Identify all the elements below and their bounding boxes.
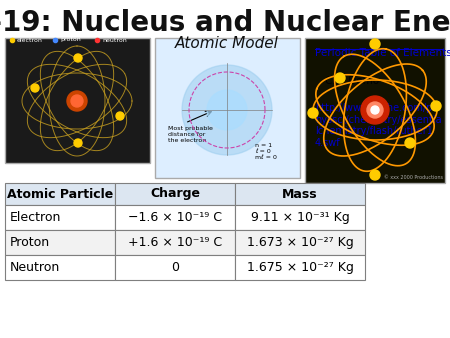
FancyBboxPatch shape [115, 183, 235, 205]
FancyBboxPatch shape [235, 230, 365, 255]
Text: Charge: Charge [150, 188, 200, 200]
FancyBboxPatch shape [115, 255, 235, 280]
Circle shape [67, 91, 87, 111]
Text: Neutron: Neutron [10, 261, 60, 274]
Text: 1.675 × 10⁻²⁷ Kg: 1.675 × 10⁻²⁷ Kg [247, 261, 353, 274]
Circle shape [371, 106, 379, 114]
Circle shape [367, 102, 383, 118]
Text: Most probable
distance for
the electron: Most probable distance for the electron [168, 126, 213, 143]
Circle shape [361, 96, 389, 124]
FancyBboxPatch shape [5, 255, 115, 280]
FancyBboxPatch shape [155, 38, 300, 178]
Text: 1.673 × 10⁻²⁷ Kg: 1.673 × 10⁻²⁷ Kg [247, 236, 353, 249]
Text: electron: electron [17, 38, 43, 43]
FancyBboxPatch shape [115, 205, 235, 230]
FancyBboxPatch shape [5, 183, 115, 205]
Circle shape [31, 84, 39, 92]
Text: neutron: neutron [102, 38, 127, 43]
Text: Periodic Table of Elements: Periodic Table of Elements [315, 48, 450, 58]
Circle shape [308, 108, 318, 118]
Circle shape [405, 138, 415, 148]
Text: Proton: Proton [10, 236, 50, 249]
Text: Mass: Mass [282, 188, 318, 200]
Circle shape [74, 139, 82, 147]
Text: Atomic Model: Atomic Model [175, 35, 279, 50]
Text: Electron: Electron [10, 211, 61, 224]
Text: 0: 0 [171, 261, 179, 274]
FancyBboxPatch shape [235, 255, 365, 280]
Circle shape [71, 95, 83, 107]
Text: CRT Demo: CRT Demo [325, 76, 379, 86]
Text: http://www.mhhe.com/p
hyssci/chemistry/essentia
lchemistry/flash/ruther1
4.swf: http://www.mhhe.com/p hyssci/chemistry/e… [315, 103, 441, 148]
Text: proton: proton [60, 38, 81, 43]
Text: +1.6 × 10⁻¹⁹ C: +1.6 × 10⁻¹⁹ C [128, 236, 222, 249]
Circle shape [74, 54, 82, 62]
Text: © xxx 2000 Productions: © xxx 2000 Productions [384, 175, 443, 180]
Circle shape [431, 101, 441, 111]
Circle shape [182, 65, 272, 155]
FancyBboxPatch shape [5, 38, 150, 163]
Text: −1.6 × 10⁻¹⁹ C: −1.6 × 10⁻¹⁹ C [128, 211, 222, 224]
Circle shape [207, 90, 247, 130]
FancyBboxPatch shape [235, 205, 365, 230]
Text: 9.11 × 10⁻³¹ Kg: 9.11 × 10⁻³¹ Kg [251, 211, 349, 224]
FancyBboxPatch shape [5, 205, 115, 230]
Text: CH-19: Nucleus and Nuclear Energy: CH-19: Nucleus and Nuclear Energy [0, 9, 450, 37]
Circle shape [116, 112, 124, 120]
Text: n = 1
ℓ = 0
mℓ = 0: n = 1 ℓ = 0 mℓ = 0 [255, 143, 277, 160]
Circle shape [335, 73, 345, 83]
Circle shape [370, 170, 380, 180]
Text: Atomic Particle: Atomic Particle [7, 188, 113, 200]
FancyBboxPatch shape [305, 38, 445, 183]
FancyBboxPatch shape [115, 230, 235, 255]
FancyBboxPatch shape [235, 183, 365, 205]
Circle shape [370, 39, 380, 49]
FancyBboxPatch shape [5, 230, 115, 255]
